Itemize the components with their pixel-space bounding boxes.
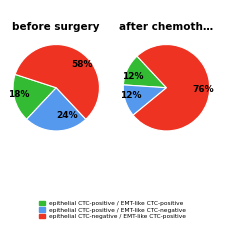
Wedge shape: [15, 45, 99, 119]
Text: 12%: 12%: [122, 72, 143, 81]
Text: 76%: 76%: [192, 85, 214, 94]
Wedge shape: [133, 45, 210, 131]
Text: 12%: 12%: [120, 91, 142, 100]
Wedge shape: [13, 74, 56, 119]
Title: after chemoth…: after chemoth…: [119, 22, 214, 32]
Text: 24%: 24%: [56, 111, 78, 120]
Wedge shape: [123, 56, 166, 88]
Text: 18%: 18%: [8, 90, 29, 99]
Title: before surgery: before surgery: [13, 22, 100, 32]
Legend: epithelial CTC-positive / EMT-like CTC-positive, epithelial CTC-positive / EMT-l: epithelial CTC-positive / EMT-like CTC-p…: [38, 200, 187, 220]
Wedge shape: [27, 88, 86, 131]
Text: 58%: 58%: [71, 60, 93, 69]
Wedge shape: [123, 85, 166, 115]
